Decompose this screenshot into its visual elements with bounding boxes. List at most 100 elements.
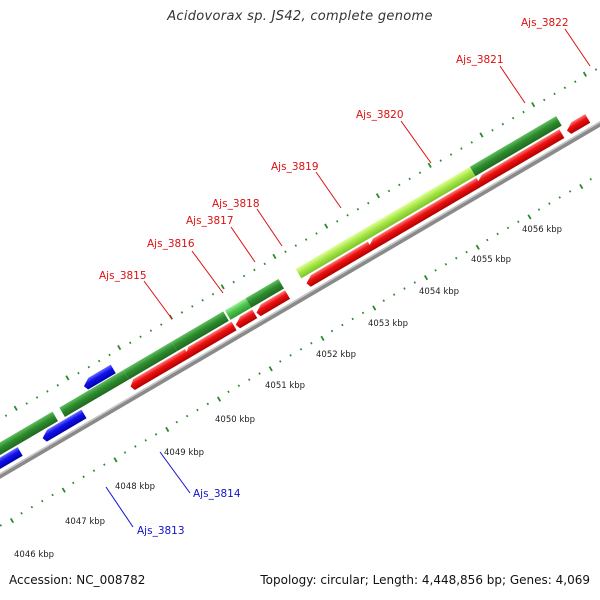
callout-line-ajs-3818 — [256, 208, 283, 247]
outer-tick-mark — [346, 214, 349, 217]
kbp-label-4048: 4048 kbp — [115, 482, 155, 492]
outer-tick-mark — [220, 284, 225, 290]
kbp-tick-mark — [113, 457, 118, 463]
kbp-tick-mark — [206, 402, 210, 406]
kbp-tick-mark — [475, 244, 480, 250]
gene-ajs-3818[interactable] — [245, 279, 284, 308]
gene-label-ajs-3821[interactable]: Ajs_3821 — [456, 54, 504, 66]
gene-reverse-3[interactable] — [233, 309, 258, 329]
gene-ajs-3814[interactable] — [59, 370, 129, 418]
gene-label-ajs-3819[interactable]: Ajs_3819 — [271, 161, 319, 173]
callout-line-ajs-3822 — [564, 28, 591, 67]
gene-reverse-8[interactable] — [564, 114, 591, 135]
topology-label: Topology: circular; Length: 4,448,856 bp… — [260, 573, 590, 587]
kbp-label-4056: 4056 kbp — [522, 225, 562, 235]
callout-line-ajs-3820 — [400, 120, 432, 164]
gene-reverse-7[interactable] — [475, 129, 565, 187]
rna-gene-1[interactable] — [0, 447, 23, 479]
gene-label-ajs-3815[interactable]: Ajs_3815 — [99, 270, 147, 282]
kbp-tick-mark — [175, 420, 178, 424]
outer-tick-mark — [531, 102, 536, 108]
kbp-tick-ruler — [0, 171, 600, 527]
kbp-tick-mark — [465, 250, 468, 254]
kbp-tick-mark — [341, 323, 344, 327]
kbp-tick-mark — [72, 481, 75, 485]
gene-ajs-3815[interactable] — [123, 341, 178, 380]
outer-tick-mark — [408, 177, 411, 181]
gene-ajs-3817[interactable] — [224, 298, 252, 320]
gene-label-ajs-3822[interactable]: Ajs_3822 — [521, 17, 569, 29]
callout-line-ajs-3819 — [315, 171, 342, 209]
kbp-tick-mark — [92, 469, 96, 472]
outer-tick-mark — [574, 80, 577, 83]
reverse-strand-track — [0, 114, 591, 479]
kbp-tick-mark — [496, 232, 499, 236]
gene-label-ajs-3820[interactable]: Ajs_3820 — [356, 109, 404, 121]
kbp-tick-mark — [30, 505, 34, 509]
outer-tick-mark — [582, 71, 587, 77]
kbp-tick-mark — [196, 408, 199, 412]
outer-tick-mark — [387, 189, 391, 193]
outer-tick-mark — [4, 414, 8, 417]
gene-reverse-5[interactable] — [304, 241, 373, 288]
kbp-label-4051: 4051 kbp — [265, 381, 305, 391]
gene-label-ajs-3813[interactable]: Ajs_3813 — [137, 525, 185, 537]
kbp-tick-mark — [486, 238, 489, 242]
gene-ajs-3816[interactable] — [171, 311, 229, 352]
kbp-tick-mark — [548, 202, 551, 205]
kbp-tick-mark — [61, 487, 66, 493]
kbp-label-4053: 4053 kbp — [368, 319, 408, 329]
outer-tick-mark — [191, 305, 194, 308]
kbp-label-4055: 4055 kbp — [471, 255, 511, 265]
outer-tick-mark — [13, 405, 18, 411]
kbp-tick-mark — [361, 311, 365, 315]
kbp-tick-mark — [258, 372, 261, 375]
gene-reverse-4[interactable] — [254, 290, 291, 317]
kbp-label-4047: 4047 kbp — [65, 517, 105, 527]
outer-tick-mark — [56, 384, 59, 387]
gene-ajs-3820[interactable] — [469, 116, 562, 177]
gene-label-ajs-3817[interactable]: Ajs_3817 — [186, 215, 234, 227]
gene-ajs-3813[interactable] — [0, 411, 59, 458]
kbp-tick-mark — [279, 360, 282, 363]
gene-reverse-6[interactable] — [366, 177, 482, 251]
kbp-tick-mark — [455, 256, 458, 260]
outer-tick-mark — [211, 292, 215, 296]
outer-tick-mark — [460, 147, 463, 150]
outer-tick-mark — [522, 110, 525, 114]
gene-reverse-2[interactable] — [183, 321, 237, 359]
outer-tick-mark — [25, 402, 28, 405]
kbp-tick-mark — [558, 196, 561, 199]
kbp-tick-mark — [134, 445, 137, 448]
outer-tick-mark — [46, 390, 49, 393]
outer-tick-mark — [97, 359, 101, 363]
kbp-tick-mark — [372, 305, 377, 311]
kbp-tick-mark — [268, 366, 273, 372]
genome-backbone-highlight — [0, 75, 600, 522]
gene-label-ajs-3816[interactable]: Ajs_3816 — [147, 238, 195, 250]
accession-label: Accession: NC_008782 — [9, 573, 146, 587]
outer-tick-mark — [253, 268, 256, 272]
kbp-tick-mark — [351, 317, 354, 321]
outer-tick-mark — [108, 353, 111, 357]
outer-tick-mark — [284, 250, 287, 253]
rna-gene-2[interactable] — [40, 409, 87, 443]
outer-tick-mark — [272, 253, 277, 260]
gene-label-ajs-3818[interactable]: Ajs_3818 — [212, 198, 260, 210]
gene-reverse-1[interactable] — [128, 348, 191, 391]
kbp-tick-mark — [299, 348, 303, 351]
kbp-tick-mark — [423, 275, 429, 281]
outer-tick-mark — [356, 207, 360, 211]
outer-tick-mark — [553, 92, 556, 96]
kbp-tick-mark — [0, 524, 3, 527]
forward-strand-track — [0, 116, 562, 458]
gene-callouts — [105, 28, 591, 528]
outer-tick-mark — [470, 141, 473, 144]
outer-tick-mark — [129, 341, 132, 345]
rna-gene-3[interactable] — [81, 364, 116, 391]
outer-tick-mark — [139, 335, 142, 338]
gene-label-ajs-3814[interactable]: Ajs_3814 — [193, 488, 241, 500]
gene-ajs-3819[interactable] — [295, 166, 476, 279]
outer-tick-mark — [294, 244, 298, 247]
outer-tick-mark — [180, 311, 184, 314]
